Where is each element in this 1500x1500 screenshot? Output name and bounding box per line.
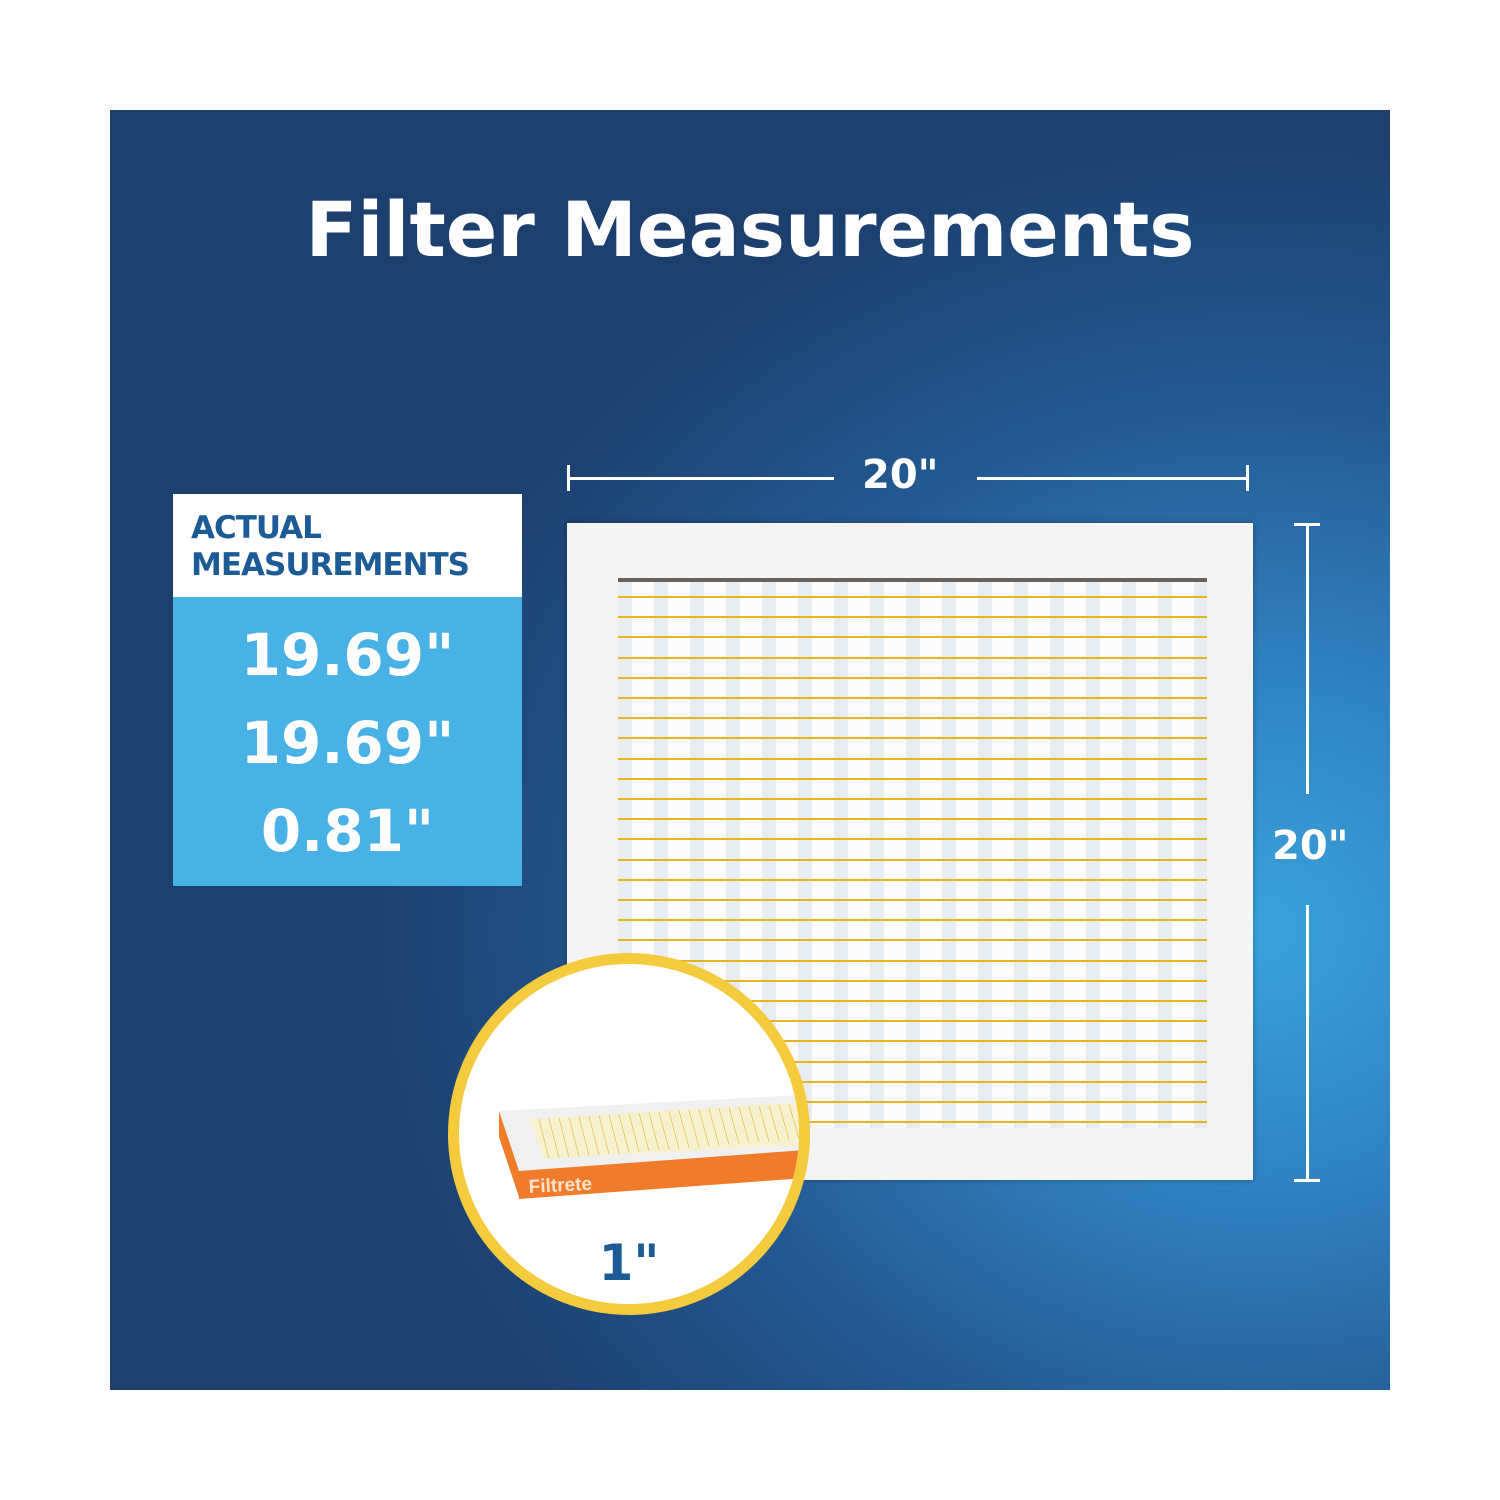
width-tick-left — [567, 465, 570, 491]
filter-wire — [618, 636, 1207, 639]
mesh-line — [758, 1105, 770, 1142]
mesh-line — [548, 1118, 560, 1159]
filter-wire — [618, 858, 1207, 861]
mesh-line — [628, 1113, 640, 1152]
mesh-line — [698, 1109, 710, 1147]
actual-measurements-heading: ACTUAL MEASUREMENTS — [173, 494, 522, 597]
filter-wire — [618, 777, 1207, 780]
actual-height: 19.69" — [240, 709, 455, 777]
filter-side-left — [499, 1111, 519, 1197]
filter-wire — [618, 1060, 1207, 1063]
mesh-line — [798, 1103, 799, 1105]
mesh-line — [728, 1107, 740, 1144]
mesh-line — [558, 1117, 570, 1158]
filter-wire — [618, 1020, 1207, 1023]
filter-wire — [618, 979, 1207, 982]
nominal-height-label: 20" — [1272, 823, 1349, 869]
mesh-line — [578, 1116, 590, 1156]
mesh-line — [678, 1110, 690, 1148]
height-dimension-line-top — [1306, 524, 1309, 794]
mesh-line — [778, 1104, 790, 1140]
mesh-line — [748, 1106, 760, 1143]
filter-depth-inset: Filtrete 1" — [448, 953, 810, 1315]
actual-depth: 0.81" — [260, 797, 435, 865]
mesh-line — [718, 1108, 730, 1145]
width-tick-right — [1246, 465, 1249, 491]
filter-side-front — [519, 1150, 799, 1199]
filter-wire — [618, 1000, 1207, 1002]
filter-wire — [618, 939, 1207, 942]
mesh-line — [618, 1114, 630, 1153]
mesh-line — [738, 1106, 750, 1144]
width-dimension-line-right — [977, 477, 1249, 480]
actual-values: 19.69" 19.69" 0.81" — [173, 597, 522, 886]
heading-line-1: ACTUAL — [191, 510, 322, 546]
mesh-line — [648, 1112, 660, 1151]
nominal-depth-label: 1" — [598, 1234, 660, 1292]
filter-wire — [618, 717, 1207, 720]
filter-wire — [618, 878, 1207, 881]
actual-measurements-box: ACTUAL MEASUREMENTS 19.69" 19.69" 0.81" — [173, 494, 522, 886]
filter-image — [567, 523, 1253, 1180]
mesh-line — [638, 1112, 650, 1152]
filter-wire — [618, 1080, 1207, 1083]
mesh-line — [668, 1111, 680, 1149]
filter-wire — [618, 596, 1207, 598]
heading-line-2: MEASUREMENTS — [191, 547, 470, 583]
filter-wire — [618, 838, 1207, 841]
filter-wire — [618, 616, 1207, 619]
filter-wire — [618, 919, 1207, 922]
height-tick-top — [1294, 523, 1320, 526]
width-dimension-line-left — [568, 477, 834, 480]
filter-wire — [618, 798, 1207, 800]
mesh-line — [768, 1105, 780, 1141]
mesh-line — [708, 1108, 720, 1146]
filter-wire — [618, 757, 1207, 760]
filter-side-view-illustration: Filtrete — [499, 1095, 799, 1199]
mesh-line — [608, 1114, 620, 1154]
mesh-line — [658, 1111, 670, 1150]
mesh-line — [538, 1118, 550, 1160]
filter-wire — [618, 1101, 1207, 1103]
height-dimension-line-bottom — [1306, 905, 1309, 1181]
mesh-line — [588, 1115, 600, 1156]
nominal-width-label: 20" — [862, 452, 939, 498]
filter-wire — [618, 1040, 1207, 1043]
mesh-line — [568, 1117, 580, 1157]
filter-wire — [618, 899, 1207, 901]
filter-wire — [618, 737, 1207, 740]
filter-wire — [618, 656, 1207, 659]
filter-media — [618, 578, 1207, 1128]
brand-logo: Filtrete — [528, 1174, 592, 1198]
mesh-line — [788, 1103, 799, 1140]
page-title: Filter Measurements — [305, 185, 1195, 274]
filter-wire — [618, 1121, 1207, 1124]
mesh-line — [688, 1109, 700, 1148]
filter-wire — [618, 959, 1207, 962]
height-tick-bottom — [1294, 1179, 1320, 1182]
filter-wire — [618, 697, 1207, 699]
mesh-line — [598, 1115, 610, 1155]
filter-wire — [618, 676, 1207, 679]
filter-wire — [618, 818, 1207, 821]
actual-width: 19.69" — [240, 621, 455, 689]
